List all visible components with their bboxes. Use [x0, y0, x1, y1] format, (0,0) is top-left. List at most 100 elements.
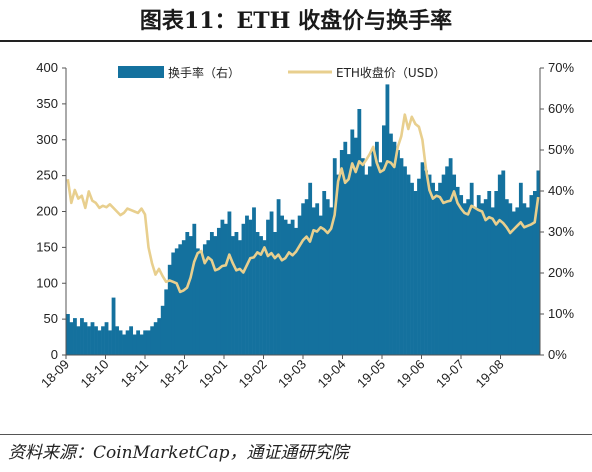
turnover-bar	[94, 326, 98, 355]
turnover-bar	[396, 150, 400, 355]
source-divider	[0, 434, 592, 435]
turnover-bar	[406, 174, 411, 355]
turnover-bar	[125, 330, 130, 355]
turnover-bar	[227, 211, 232, 355]
x-tick-label: 18-09	[38, 357, 72, 391]
turnover-bar	[490, 207, 495, 355]
turnover-bar	[206, 240, 211, 355]
turnover-bar	[374, 141, 379, 355]
turnover-bar	[494, 191, 499, 355]
title-divider	[0, 40, 592, 42]
turnover-bar	[185, 232, 190, 355]
left-tick-label: 50	[44, 311, 58, 326]
turnover-bar	[311, 207, 316, 355]
turnover-bar	[389, 133, 393, 355]
turnover-bar	[216, 227, 221, 355]
turnover-bar	[413, 191, 418, 355]
turnover-bar	[452, 174, 457, 355]
turnover-bar	[364, 174, 369, 355]
turnover-bar	[174, 248, 179, 355]
turnover-bar	[167, 264, 172, 355]
turnover-bar	[459, 195, 464, 355]
x-tick-label: 19-05	[354, 357, 388, 391]
turnover-bar	[515, 207, 520, 355]
source-note: 资料来源：CoinMarketCap，通证通研究院	[8, 443, 349, 463]
left-tick-label: 250	[36, 168, 58, 183]
chart-title: 图表11：ETH 收盘价与换手率	[139, 8, 453, 34]
turnover-bar	[76, 326, 81, 355]
legend-label-price: ETH收盘价（USD）	[336, 65, 446, 80]
turnover-bar	[445, 166, 450, 355]
turnover-bar	[308, 182, 313, 355]
turnover-bar	[164, 289, 169, 355]
turnover-bar	[346, 154, 351, 355]
x-tick-label: 19-07	[433, 357, 467, 391]
turnover-bar	[66, 314, 70, 355]
turnover-bar	[118, 330, 123, 355]
turnover-bar	[234, 232, 239, 355]
turnover-bar	[122, 334, 126, 355]
turnover-bar	[378, 162, 383, 355]
turnover-bar	[136, 330, 141, 355]
turnover-bar	[367, 166, 372, 355]
turnover-bar	[139, 334, 144, 355]
turnover-bar	[245, 215, 249, 355]
turnover-bar	[101, 326, 105, 355]
turnover-bar	[181, 240, 186, 355]
turnover-bar	[104, 322, 109, 355]
turnover-bar	[410, 182, 414, 355]
turnover-bar	[508, 203, 513, 355]
turnover-bar	[97, 330, 102, 355]
turnover-bar	[487, 191, 492, 355]
turnover-bar	[202, 244, 207, 355]
turnover-bar	[224, 223, 228, 355]
turnover-bar	[87, 326, 91, 355]
turnover-bar	[343, 141, 348, 355]
right-tick-label: 30%	[548, 224, 574, 239]
turnover-bar	[276, 199, 281, 355]
turnover-bar	[385, 84, 390, 356]
left-tick-label: 100	[36, 275, 58, 290]
turnover-bar	[403, 166, 407, 355]
right-tick-label: 40%	[548, 183, 574, 198]
turnover-bar	[283, 219, 288, 355]
turnover-bar	[441, 174, 446, 355]
turnover-bar	[332, 158, 337, 355]
right-tick-label: 60%	[548, 101, 574, 116]
turnover-bar	[336, 174, 341, 355]
left-tick-label: 0	[51, 347, 58, 362]
x-tick-label: 19-08	[473, 357, 507, 391]
turnover-bar	[294, 227, 299, 355]
turnover-bars	[66, 84, 541, 356]
turnover-bar	[525, 207, 530, 355]
eth-price-turnover-chart: 0 50 100 150 200 250 300 350 400 0% 10% 20% 30% 40% 50…	[36, 60, 574, 391]
right-tick-label: 70%	[548, 60, 574, 75]
turnover-bar	[427, 174, 432, 355]
turnover-bar	[392, 141, 397, 355]
turnover-bar	[353, 137, 358, 355]
turnover-bar	[248, 219, 253, 355]
turnover-bar	[476, 195, 481, 355]
turnover-bar	[209, 232, 214, 355]
turnover-bar	[259, 236, 263, 355]
turnover-bar	[290, 219, 295, 355]
legend-swatch-turnover	[118, 66, 164, 78]
turnover-bar	[171, 252, 176, 355]
turnover-bar	[315, 203, 320, 355]
turnover-bar	[434, 191, 439, 355]
turnover-bar	[431, 182, 435, 355]
turnover-bar	[252, 207, 256, 355]
legend: 换手率（右） ETH收盘价（USD）	[118, 65, 446, 80]
turnover-bar	[266, 219, 270, 355]
turnover-bar	[497, 174, 502, 355]
turnover-bar	[115, 326, 119, 355]
x-tick-label: 18-12	[157, 357, 191, 391]
turnover-bar	[287, 223, 292, 355]
turnover-bar	[325, 199, 330, 355]
turnover-bar	[304, 199, 309, 355]
turnover-bar	[90, 322, 95, 355]
turnover-bar	[195, 248, 200, 355]
turnover-bar	[438, 182, 442, 355]
turnover-bar	[178, 244, 183, 355]
turnover-bar	[480, 203, 485, 355]
